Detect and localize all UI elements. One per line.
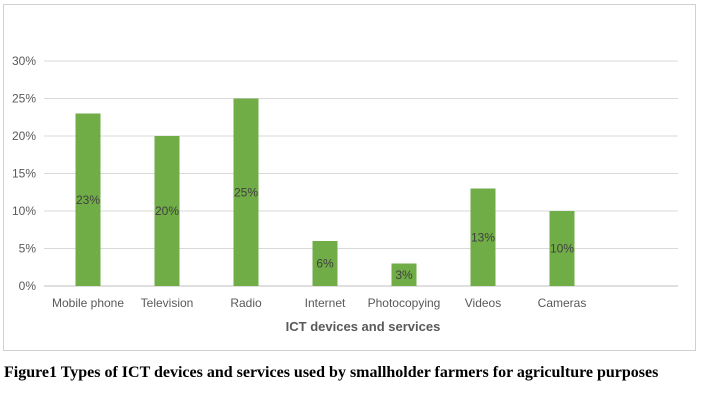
category-label: Videos: [465, 296, 501, 310]
y-tick-label: 5%: [19, 242, 37, 256]
category-label: Cameras: [538, 296, 587, 310]
bar: [312, 241, 338, 286]
data-label: 25%: [234, 185, 258, 199]
category-label: Internet: [305, 296, 346, 310]
bar: [549, 211, 575, 286]
y-tick-label: 0%: [19, 279, 37, 293]
bar: [75, 113, 101, 286]
category-label: Television: [141, 296, 194, 310]
data-label: 10%: [550, 242, 574, 256]
bar: [233, 98, 259, 286]
data-label: 6%: [316, 257, 334, 271]
category-label: Mobile phone: [52, 296, 124, 310]
category-label: Radio: [230, 296, 262, 310]
figure-caption: Figure1 Types of ICT devices and service…: [4, 364, 659, 381]
y-tick-label: 30%: [12, 54, 36, 68]
data-label: 20%: [155, 204, 179, 218]
y-tick-label: 20%: [12, 129, 36, 143]
y-tick-label: 10%: [12, 204, 36, 218]
chart-frame: [3, 4, 696, 351]
bar: [470, 188, 496, 286]
x-axis-title: ICT devices and services: [286, 319, 441, 334]
y-tick-label: 25%: [12, 92, 36, 106]
category-label: Photocopying: [368, 296, 441, 310]
bar: [391, 263, 417, 286]
data-label: 13%: [471, 230, 495, 244]
data-label: 3%: [395, 268, 413, 282]
bar-chart: 0% 5% 10% 15% 20% 25% 30% 23% Mobile phone 20% Tel…: [12, 54, 678, 334]
data-label: 23%: [76, 193, 100, 207]
y-tick-label: 15%: [12, 167, 36, 181]
bar: [154, 136, 180, 286]
